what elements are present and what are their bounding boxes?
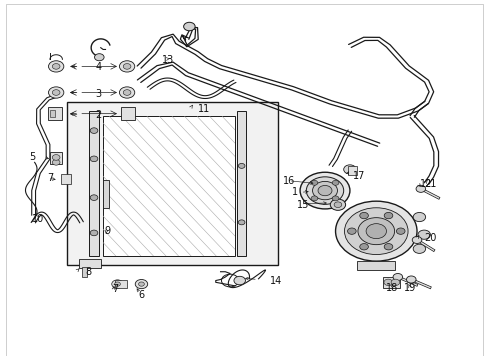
Circle shape xyxy=(347,228,355,234)
Bar xyxy=(103,117,234,256)
Circle shape xyxy=(48,87,64,98)
Text: 1: 1 xyxy=(291,187,297,197)
Circle shape xyxy=(366,224,386,239)
Circle shape xyxy=(317,185,331,196)
Bar xyxy=(356,261,395,270)
Circle shape xyxy=(357,218,394,245)
Text: 19: 19 xyxy=(403,283,415,293)
Circle shape xyxy=(305,177,343,204)
Bar xyxy=(50,152,62,164)
Circle shape xyxy=(94,54,104,61)
Circle shape xyxy=(343,165,355,174)
Circle shape xyxy=(392,274,402,280)
Circle shape xyxy=(138,282,144,286)
Circle shape xyxy=(384,212,392,219)
Text: 2: 2 xyxy=(95,110,101,120)
Text: 13: 13 xyxy=(162,55,174,65)
Text: 7: 7 xyxy=(47,173,53,183)
Circle shape xyxy=(123,64,131,69)
Circle shape xyxy=(183,22,195,31)
Circle shape xyxy=(335,201,416,261)
Circle shape xyxy=(90,128,98,134)
Bar xyxy=(121,107,135,120)
Text: 17: 17 xyxy=(353,171,365,181)
Circle shape xyxy=(300,172,349,209)
Bar xyxy=(48,107,62,120)
Bar xyxy=(67,102,278,265)
Text: 20: 20 xyxy=(424,233,436,243)
Text: 3: 3 xyxy=(95,89,101,99)
Text: 21: 21 xyxy=(424,179,436,189)
Text: 15: 15 xyxy=(297,200,309,210)
Circle shape xyxy=(396,228,404,234)
Circle shape xyxy=(90,156,98,162)
Text: 18: 18 xyxy=(385,283,397,293)
Text: 8: 8 xyxy=(85,267,92,277)
Circle shape xyxy=(359,212,367,219)
Bar xyxy=(115,280,127,288)
Circle shape xyxy=(233,276,245,285)
Circle shape xyxy=(412,212,425,222)
Circle shape xyxy=(135,279,147,289)
Bar xyxy=(347,166,356,175)
Circle shape xyxy=(90,195,98,201)
Bar xyxy=(50,110,55,117)
Bar xyxy=(237,111,245,256)
Circle shape xyxy=(123,90,131,95)
Bar xyxy=(61,174,71,184)
Circle shape xyxy=(383,279,392,285)
Bar xyxy=(89,111,99,256)
Circle shape xyxy=(331,196,338,201)
Circle shape xyxy=(52,90,60,95)
Text: 16: 16 xyxy=(283,176,295,186)
Bar xyxy=(81,267,87,277)
Circle shape xyxy=(48,61,64,72)
Circle shape xyxy=(329,199,345,210)
Circle shape xyxy=(417,230,429,239)
Circle shape xyxy=(312,181,337,200)
Circle shape xyxy=(390,279,399,285)
Circle shape xyxy=(112,280,123,288)
Circle shape xyxy=(238,220,244,225)
Circle shape xyxy=(52,159,60,165)
Text: 4: 4 xyxy=(95,62,101,72)
Text: 6: 6 xyxy=(138,290,144,300)
Text: 11: 11 xyxy=(197,104,209,114)
Circle shape xyxy=(238,163,244,168)
Circle shape xyxy=(119,87,135,98)
Text: 14: 14 xyxy=(269,275,281,285)
Circle shape xyxy=(119,61,135,72)
Circle shape xyxy=(411,237,421,243)
Circle shape xyxy=(333,202,341,207)
Circle shape xyxy=(384,244,392,250)
Text: 5: 5 xyxy=(29,152,35,162)
Circle shape xyxy=(412,244,425,253)
Text: 9: 9 xyxy=(104,226,111,236)
Circle shape xyxy=(52,154,60,160)
Bar xyxy=(79,259,101,268)
Circle shape xyxy=(344,208,407,255)
Circle shape xyxy=(114,282,120,286)
Text: 10: 10 xyxy=(32,214,44,224)
Circle shape xyxy=(406,276,415,283)
Circle shape xyxy=(415,185,425,192)
Circle shape xyxy=(310,196,317,201)
Bar xyxy=(103,180,109,208)
Circle shape xyxy=(331,180,338,185)
Bar xyxy=(383,277,399,288)
Circle shape xyxy=(310,180,317,185)
Circle shape xyxy=(359,244,367,250)
Text: 12: 12 xyxy=(420,179,432,189)
Circle shape xyxy=(90,230,98,236)
Text: 7: 7 xyxy=(112,284,118,294)
Circle shape xyxy=(52,64,60,69)
